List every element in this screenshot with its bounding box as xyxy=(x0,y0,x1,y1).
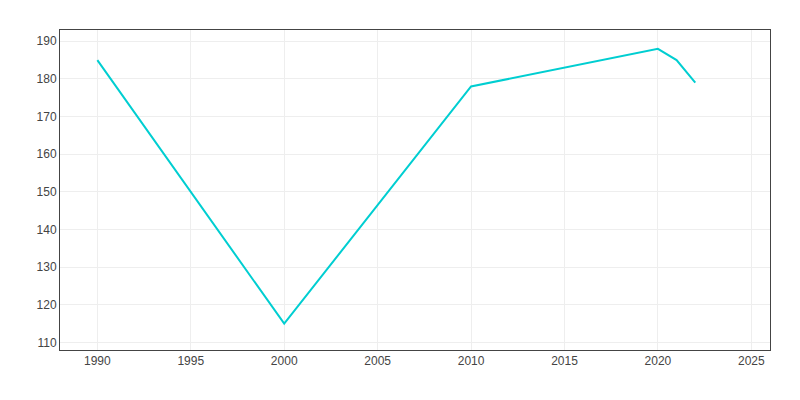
svg-text:170: 170 xyxy=(37,110,57,124)
svg-text:2015: 2015 xyxy=(551,354,578,368)
svg-text:2005: 2005 xyxy=(364,354,391,368)
svg-text:140: 140 xyxy=(37,223,57,237)
svg-text:2020: 2020 xyxy=(645,354,672,368)
svg-text:150: 150 xyxy=(37,185,57,199)
svg-text:130: 130 xyxy=(37,260,57,274)
svg-text:1995: 1995 xyxy=(177,354,204,368)
svg-text:180: 180 xyxy=(37,72,57,86)
svg-text:190: 190 xyxy=(37,34,57,48)
svg-text:2010: 2010 xyxy=(458,354,485,368)
svg-text:110: 110 xyxy=(37,336,56,350)
svg-text:1990: 1990 xyxy=(84,354,111,368)
svg-text:2000: 2000 xyxy=(271,354,298,368)
svg-text:2025: 2025 xyxy=(738,354,765,368)
svg-text:120: 120 xyxy=(37,298,57,312)
svg-text:160: 160 xyxy=(37,147,57,161)
